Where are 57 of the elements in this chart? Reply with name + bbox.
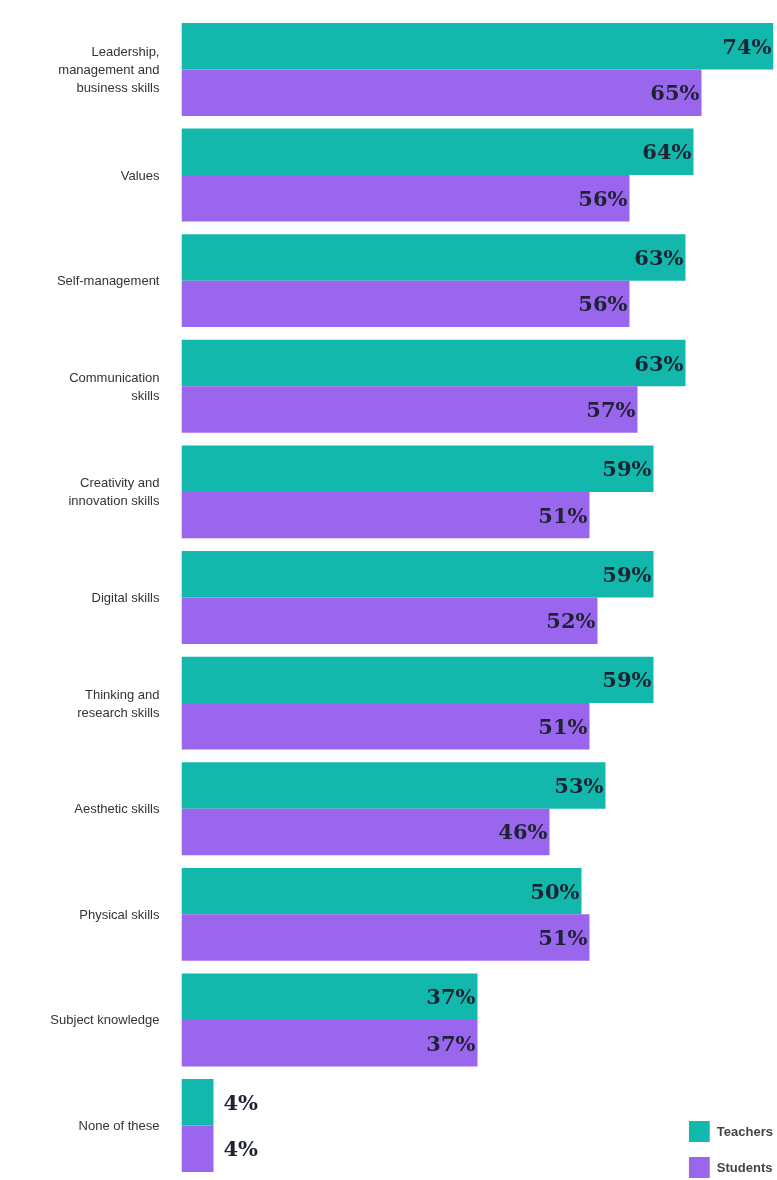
bar [181, 339, 686, 387]
data-label: 59% [602, 456, 652, 482]
y-tick-label: None of these [78, 1118, 160, 1134]
data-label: 59% [602, 667, 652, 693]
bar [181, 762, 606, 809]
data-label: 63% [634, 244, 684, 270]
data-label: 37% [426, 1030, 476, 1056]
legend-label: Students [716, 1159, 773, 1175]
data-label: 57% [586, 397, 636, 422]
bar [181, 1079, 214, 1126]
bar [181, 1019, 478, 1067]
bar [181, 22, 774, 70]
bar [181, 1125, 214, 1173]
data-label: 59% [602, 561, 652, 587]
y-tick-label: Physical skills [79, 906, 160, 922]
bar [181, 551, 654, 598]
legend-label: Teachers [716, 1123, 773, 1139]
data-label: 46% [498, 819, 548, 845]
data-label: 63% [634, 350, 684, 376]
data-label: 50% [530, 878, 580, 904]
bar [181, 914, 590, 961]
y-tick-label: Values [120, 167, 160, 183]
bar [181, 280, 630, 328]
y-tick-label: Subject knowledge [50, 1012, 160, 1028]
bar [181, 386, 638, 433]
data-label: 64% [642, 139, 692, 165]
data-label: 4% [223, 1136, 259, 1162]
y-tick-label: Aesthetic skills [74, 801, 160, 817]
bar [181, 808, 550, 856]
data-label: 53% [554, 773, 604, 798]
y-tick-label: Leadership, management and business skills [58, 43, 160, 95]
data-label: 52% [546, 608, 596, 634]
bar [181, 973, 478, 1020]
data-label: 51% [538, 502, 588, 528]
bar [181, 234, 686, 281]
data-label: 56% [578, 185, 628, 211]
bar [181, 867, 582, 915]
data-label: 51% [538, 925, 588, 951]
bar [181, 69, 702, 116]
data-label: 65% [650, 80, 700, 106]
data-label: 74% [722, 33, 772, 59]
bar [181, 175, 630, 222]
y-tick-label: Digital skills [91, 590, 160, 605]
bar [181, 656, 654, 704]
y-tick-label: Self-management [56, 273, 160, 289]
y-tick-label: Creativity and innovation skills [68, 475, 160, 509]
bar [181, 128, 694, 176]
bar [181, 597, 598, 644]
data-label: 56% [578, 291, 628, 317]
data-label: 37% [426, 984, 476, 1010]
data-label: 4% [223, 1089, 259, 1115]
bar [181, 703, 590, 750]
y-tick-label: Thinking and research skills [77, 686, 160, 720]
bar [181, 491, 590, 539]
bar [181, 445, 654, 492]
y-tick-label: Communication skills [69, 369, 160, 403]
data-label: 51% [538, 713, 588, 739]
